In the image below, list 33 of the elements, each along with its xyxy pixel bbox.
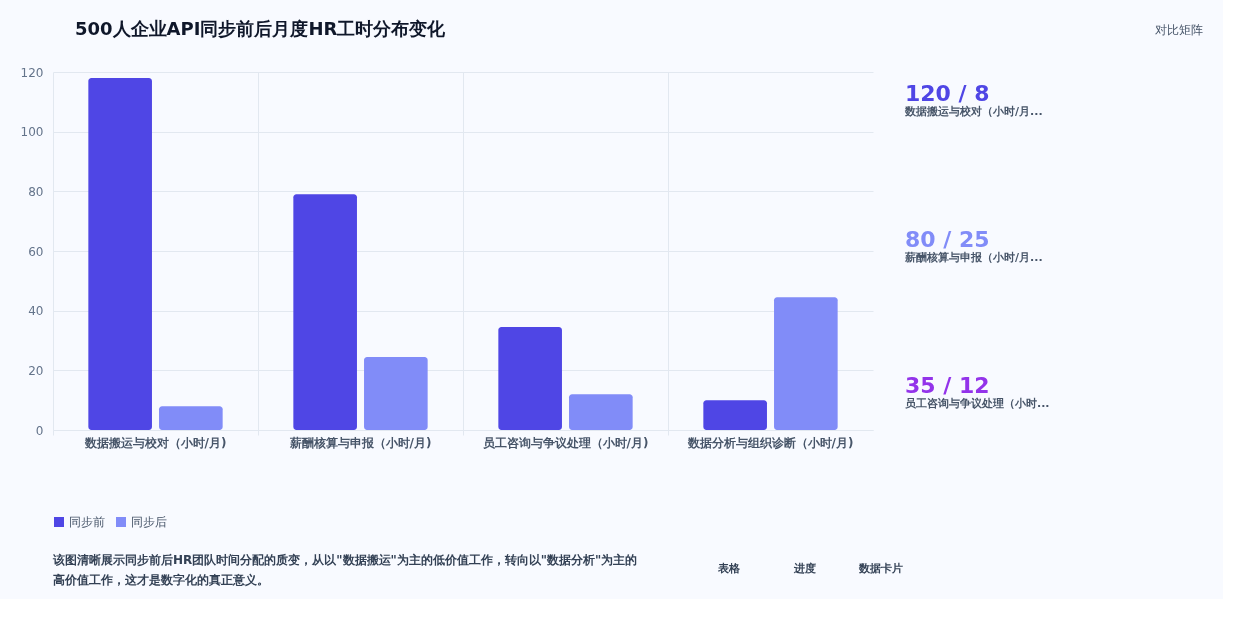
text: 进度	[793, 562, 816, 575]
text: 数据搬运与校对（小时/月...	[904, 105, 1043, 118]
text: 员工咨询与争议处理（小时...	[905, 397, 1050, 410]
text: 120 / 8	[905, 81, 990, 106]
text: 80 / 25	[905, 227, 990, 252]
legend-label: 同步后	[131, 515, 167, 529]
y-tick-label: 60	[28, 244, 44, 259]
bar	[293, 194, 357, 430]
bar	[159, 406, 223, 430]
x-tick-label: 数据搬运与校对（小时/月)	[83, 435, 227, 450]
bar	[88, 77, 152, 430]
text: 该图清晰展示同步前后HR团队时间分配的质变，从以"数据搬运"为主的低价值工作，转向以"数据分析"为主的高价值工作，这才是数字化的真正意义。	[52, 553, 638, 587]
y-tick-label: 40	[28, 304, 44, 319]
x-tick-label: 薪酬核算与申报（小时/月)	[288, 435, 432, 450]
bar	[569, 394, 633, 430]
text: 薪酬核算与申报（小时/月...	[904, 251, 1043, 264]
text: 对比矩阵	[1155, 23, 1203, 37]
x-tick-label: 数据分析与组织诊断（小时/月)	[686, 435, 854, 450]
y-tick-label: 100	[20, 125, 44, 140]
bar	[703, 400, 767, 430]
text: 数据卡片	[858, 562, 903, 575]
y-tick-label: 80	[28, 184, 44, 199]
chart-title: 500人企业API同步前后月度HR工时分布变化	[75, 18, 447, 39]
y-tick-label: 120	[20, 65, 44, 80]
bar	[498, 327, 562, 430]
text: 表格	[717, 562, 741, 575]
y-tick-label: 20	[28, 363, 44, 378]
x-tick-label: 员工咨询与争议处理（小时/月)	[482, 435, 649, 450]
legend-label: 同步前	[69, 515, 105, 529]
bar	[364, 356, 428, 430]
y-tick-label: 0	[35, 423, 44, 438]
bar	[774, 297, 838, 430]
text: 35 / 12	[905, 373, 990, 398]
